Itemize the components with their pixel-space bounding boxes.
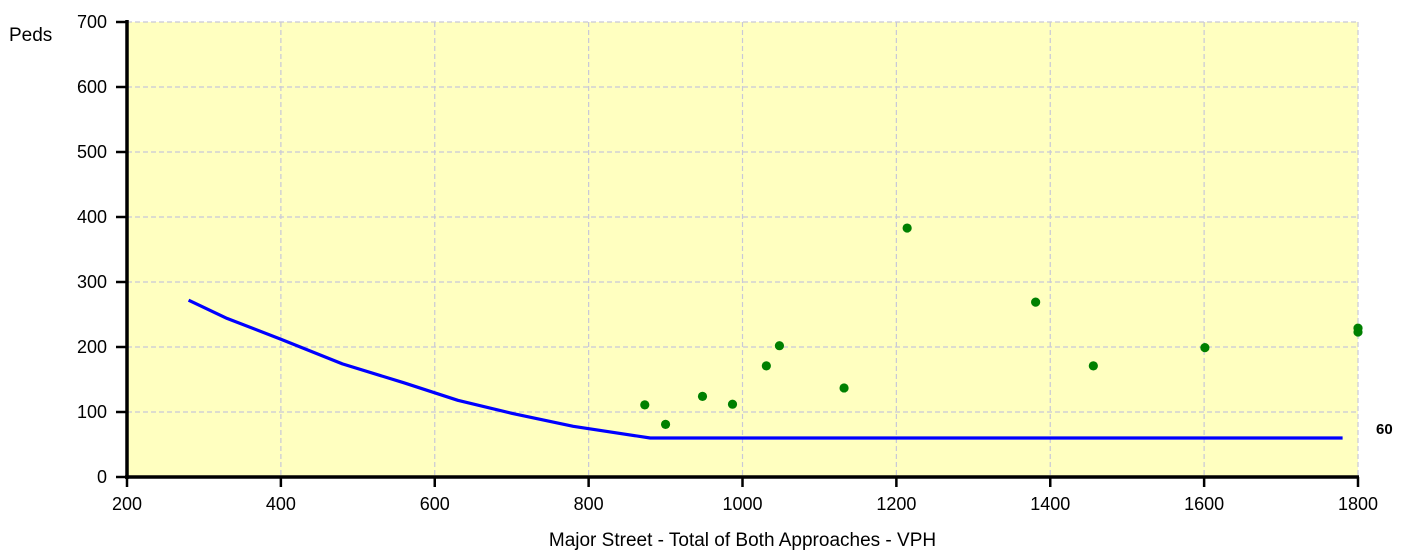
- y-tick-label: 500: [77, 142, 107, 162]
- data-point: [1353, 327, 1363, 337]
- data-point: [697, 391, 708, 401]
- x-tick-label: 1800: [1338, 494, 1378, 514]
- data-point: [839, 383, 849, 393]
- threshold-curve: [187, 298, 1343, 440]
- data-point: [640, 400, 650, 410]
- data-point: [902, 223, 912, 233]
- x-tick-label: 1000: [722, 494, 762, 514]
- axes: [116, 20, 1360, 487]
- data-point: [774, 341, 785, 351]
- data-point: [1200, 343, 1210, 353]
- x-axis-label: Major Street - Total of Both Approaches …: [549, 530, 936, 551]
- x-tick-label: 1600: [1184, 494, 1224, 514]
- x-tick-label: 1200: [876, 494, 916, 514]
- x-tick-label: 200: [112, 494, 142, 514]
- y-tick-label: 200: [77, 337, 107, 357]
- y-tick-label: 100: [77, 402, 107, 422]
- y-tick-label: 600: [77, 77, 107, 97]
- y-tick-label: 0: [97, 467, 107, 487]
- data-point: [727, 399, 738, 409]
- tick-labels: 0 100 200 300 400 500 600 700 200 400 600 800 1000 12…: [77, 12, 1378, 514]
- threshold-end-label: 60: [1376, 421, 1393, 438]
- y-tick-label: 700: [77, 12, 107, 32]
- threshold-curve-group: [187, 298, 1343, 440]
- x-tick-label: 800: [574, 494, 604, 514]
- y-tick-label: 300: [77, 272, 107, 292]
- data-points-group: [640, 223, 1363, 429]
- data-point: [761, 361, 771, 371]
- y-axis-label: Peds: [9, 25, 52, 46]
- y-tick-label: 400: [77, 207, 107, 227]
- x-tick-label: 600: [420, 494, 450, 514]
- data-point: [660, 419, 671, 429]
- data-point: [1031, 297, 1041, 307]
- data-point: [1088, 361, 1098, 371]
- x-tick-label: 1400: [1030, 494, 1070, 514]
- x-tick-label: 400: [266, 494, 296, 514]
- grid: [127, 21, 1359, 477]
